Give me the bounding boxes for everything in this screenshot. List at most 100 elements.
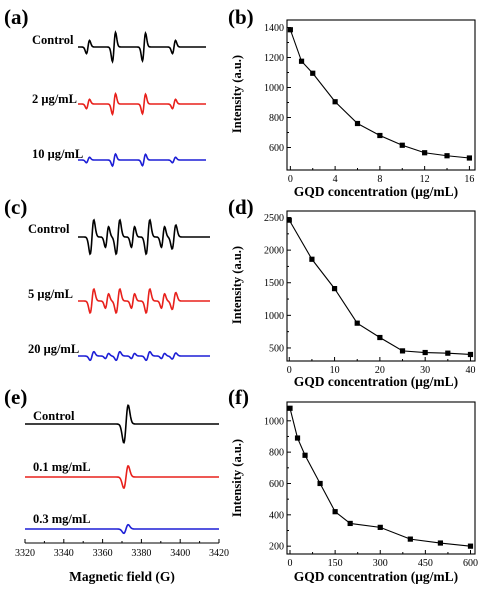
trace-label-a-1: 2 μg/mL: [32, 92, 77, 106]
plot-f-point: [302, 452, 308, 458]
plot-b-point: [377, 132, 383, 139]
plot-b-x-axis-label: GQD concentration (μg/mL): [294, 184, 458, 199]
plot-d-x-axis-label: GQD concentration (μg/mL): [294, 374, 458, 389]
plot-f-point: [437, 540, 444, 546]
panel-label-b: (b): [228, 5, 254, 29]
plot-f-x-axis-label: GQD concentration (μg/mL): [294, 569, 458, 584]
plot-d-y-tick-label: 500: [269, 343, 284, 354]
trace-label-c-0: Control: [28, 222, 70, 236]
plot-d-point: [422, 349, 428, 356]
plot-b-point: [466, 155, 473, 161]
epr-panel-e: [25, 404, 219, 535]
plot-b-point: [444, 153, 450, 159]
plot-f-point: [347, 520, 353, 527]
plot-d-y-tick-label: 1500: [264, 278, 284, 289]
plot-b-line: [289, 29, 470, 159]
plot-d-x-tick-label: 40: [465, 365, 475, 376]
plot-b-y-tick-label: 800: [269, 113, 284, 124]
trace-label-c-2: 20 μg/mL: [28, 342, 79, 356]
panel-label-c: (c): [4, 195, 27, 219]
epr-c-trace-0: [78, 218, 210, 256]
epr-x-axis-label: Magnetic field (G): [69, 569, 175, 584]
plot-f-y-axis-label: Intensity (a.u.): [230, 439, 244, 517]
plot-d-point: [309, 256, 315, 262]
epr-panel-a: [78, 30, 206, 168]
plot-f-y-tick-label: 200: [269, 542, 284, 553]
plot-b-point: [399, 142, 405, 148]
plot-b-x-tick-label: 4: [333, 174, 338, 185]
epr-e-trace-0: [25, 404, 219, 444]
epr-x-tick-label: 3360: [93, 548, 113, 559]
plot-f-y-tick-label: 1000: [264, 416, 284, 427]
trace-label-e-0: Control: [33, 409, 75, 423]
plot-f-point: [332, 509, 338, 515]
plot-f-line: [289, 408, 471, 547]
epr-e-trace-1: [25, 465, 219, 489]
plot-f-x-tick-label: 150: [328, 558, 343, 569]
plot-b-point: [287, 27, 293, 33]
plot-b-x-tick-label: 12: [420, 174, 430, 185]
plot-b-point: [422, 150, 428, 156]
plot-d-point: [286, 217, 292, 223]
plot-b-x-tick-label: 8: [377, 174, 382, 185]
plot-b-y-tick-label: 1200: [264, 53, 284, 64]
plot-d-point: [445, 350, 451, 356]
trace-label-c-1: 5 μg/mL: [28, 287, 73, 301]
plot-d-point: [354, 320, 360, 326]
plot-f-point: [294, 435, 301, 441]
plot-d-point: [467, 351, 474, 358]
plot-f-x-tick-label: 0: [288, 558, 293, 569]
plot-b-x-tick-label: 0: [288, 174, 293, 185]
plot-f-x-tick-label: 300: [373, 558, 388, 569]
epr-x-ticks: 3320 3340 3360 3380 3400 3420: [15, 539, 229, 559]
plot-b-x-tick-label: 16: [464, 174, 474, 185]
plot-f-point: [467, 543, 474, 549]
trace-label-e-2: 0.3 mg/mL: [33, 512, 91, 526]
plot-f-point: [287, 405, 293, 411]
plot-b-point: [332, 99, 338, 105]
intensity-plot-f: 0 150 300 450 600 200 400 600 800 1000: [264, 401, 478, 569]
plot-b-frame: [286, 19, 476, 171]
panel-label-e: (e): [4, 385, 27, 409]
trace-label-a-0: Control: [32, 33, 74, 47]
epr-x-tick-label: 3420: [209, 548, 229, 559]
epr-c-trace-1: [78, 287, 210, 315]
plot-f-frame: [286, 401, 476, 555]
plot-d-x-tick-label: 10: [330, 365, 340, 376]
plot-d-point: [331, 286, 338, 292]
plot-b-y-tick-label: 1000: [264, 83, 284, 94]
plot-d-y-tick-label: 2000: [264, 246, 284, 257]
plot-d-frame: [286, 210, 476, 362]
plot-d-y-tick-label: 1000: [264, 311, 284, 322]
plot-b-y-tick-label: 600: [269, 143, 284, 154]
plot-d-x-tick-label: 0: [287, 365, 292, 376]
plot-b-point: [310, 70, 316, 76]
plot-f-x-tick-label: 600: [463, 558, 478, 569]
panel-label-a: (a): [4, 5, 29, 29]
plot-d-line: [288, 219, 471, 356]
epr-panel-c: [78, 218, 210, 362]
plot-f-y-tick-label: 600: [269, 479, 284, 490]
epr-x-tick-label: 3400: [170, 548, 190, 559]
plot-f-point: [407, 536, 413, 542]
epr-x-tick-label: 3380: [131, 548, 151, 559]
epr-x-tick-label: 3340: [54, 548, 74, 559]
epr-a-trace-0: [78, 30, 206, 64]
epr-c-trace-2: [78, 350, 210, 362]
trace-label-e-1: 0.1 mg/mL: [33, 460, 91, 474]
epr-x-tick-label: 3320: [15, 548, 35, 559]
plot-f-point: [377, 524, 383, 530]
plot-f-y-tick-label: 400: [269, 510, 284, 521]
plot-b-y-axis-label: Intensity (a.u.): [230, 55, 244, 133]
plot-d-x-tick-label: 20: [375, 365, 385, 376]
intensity-plot-b: 0 4 8 12 16 600 800 1000 1200 1400: [264, 19, 476, 185]
epr-a-trace-1: [78, 91, 206, 117]
trace-label-a-2: 10 μg/mL: [32, 147, 83, 161]
plot-f-point: [317, 480, 323, 487]
panel-label-f: (f): [228, 385, 249, 409]
plot-f-y-tick-label: 800: [269, 448, 284, 459]
plot-d-x-tick-label: 30: [420, 365, 430, 376]
epr-a-trace-2: [78, 152, 206, 168]
plot-b-point: [354, 120, 361, 127]
